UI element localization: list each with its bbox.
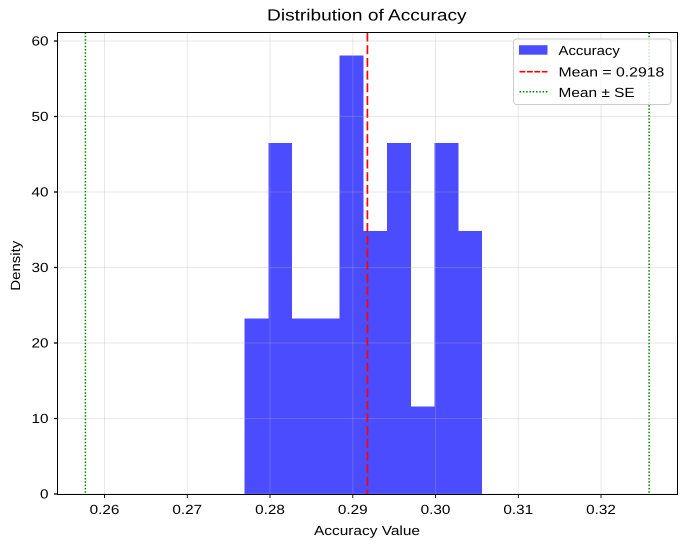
svg-text:20: 20 (32, 336, 49, 351)
svg-text:Mean ± SE: Mean ± SE (559, 85, 635, 100)
svg-text:40: 40 (32, 185, 49, 200)
svg-text:0: 0 (40, 487, 49, 502)
svg-text:Accuracy Value: Accuracy Value (314, 523, 420, 538)
svg-text:30: 30 (32, 260, 49, 275)
svg-text:0.31: 0.31 (503, 502, 533, 517)
svg-text:Accuracy: Accuracy (559, 43, 621, 58)
svg-text:Density: Density (8, 240, 23, 290)
svg-text:0.30: 0.30 (421, 502, 451, 517)
svg-text:0.29: 0.29 (338, 502, 368, 517)
svg-text:60: 60 (32, 34, 49, 49)
svg-text:Distribution of Accuracy: Distribution of Accuracy (267, 7, 468, 25)
svg-text:Mean = 0.2918: Mean = 0.2918 (559, 65, 665, 80)
svg-text:50: 50 (32, 109, 49, 124)
svg-text:0.28: 0.28 (255, 502, 285, 517)
svg-text:10: 10 (32, 411, 49, 426)
svg-text:0.26: 0.26 (90, 502, 120, 517)
svg-text:0.27: 0.27 (172, 502, 202, 517)
svg-text:0.32: 0.32 (586, 502, 616, 517)
